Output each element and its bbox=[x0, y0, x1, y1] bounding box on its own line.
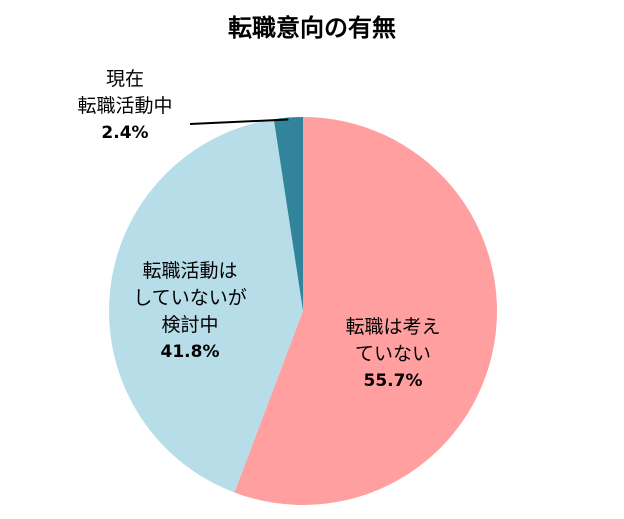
chart-title: 転職意向の有無 bbox=[228, 14, 396, 42]
leader-line bbox=[189, 118, 289, 125]
label-line: 検討中 bbox=[161, 314, 219, 336]
label-line: 転職活動中 bbox=[77, 95, 173, 117]
label-line: 転職活動は bbox=[142, 260, 238, 282]
slice-label-not-considering: 転職は考え ていない 55.7% bbox=[318, 314, 468, 395]
label-line: 転職は考え bbox=[345, 316, 441, 338]
pie-slice-0 bbox=[234, 117, 498, 505]
label-line: していないが bbox=[133, 287, 247, 309]
label-line: ていない bbox=[354, 343, 431, 365]
label-line: 現在 bbox=[105, 68, 144, 90]
pie-slice-1 bbox=[109, 119, 303, 493]
slice-label-active: 現在 転職活動中 2.4% bbox=[55, 66, 195, 147]
pie-slice-2 bbox=[273, 117, 303, 311]
value-label: 2.4% bbox=[101, 123, 149, 143]
slice-label-considering: 転職活動は していないが 検討中 41.8% bbox=[115, 258, 265, 366]
value-label: 41.8% bbox=[160, 342, 220, 362]
value-label: 55.7% bbox=[363, 371, 423, 391]
